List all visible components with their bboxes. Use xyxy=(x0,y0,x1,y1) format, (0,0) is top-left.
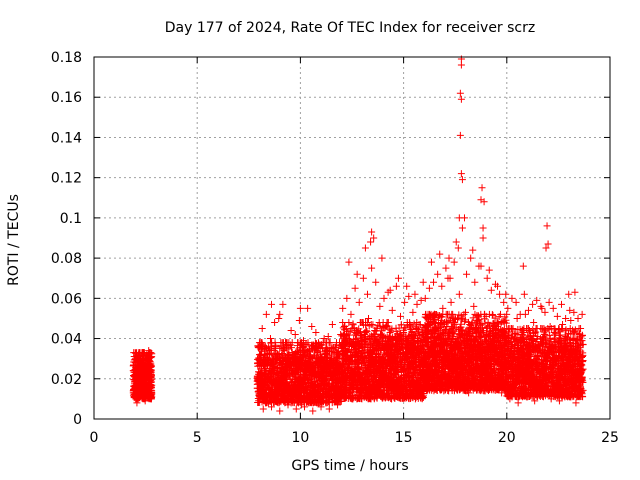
data-point xyxy=(264,346,272,354)
data-point xyxy=(147,393,155,401)
data-points xyxy=(129,55,587,415)
data-point xyxy=(145,356,153,364)
data-point xyxy=(140,350,148,358)
data-point xyxy=(148,353,156,361)
data-point xyxy=(147,384,155,392)
